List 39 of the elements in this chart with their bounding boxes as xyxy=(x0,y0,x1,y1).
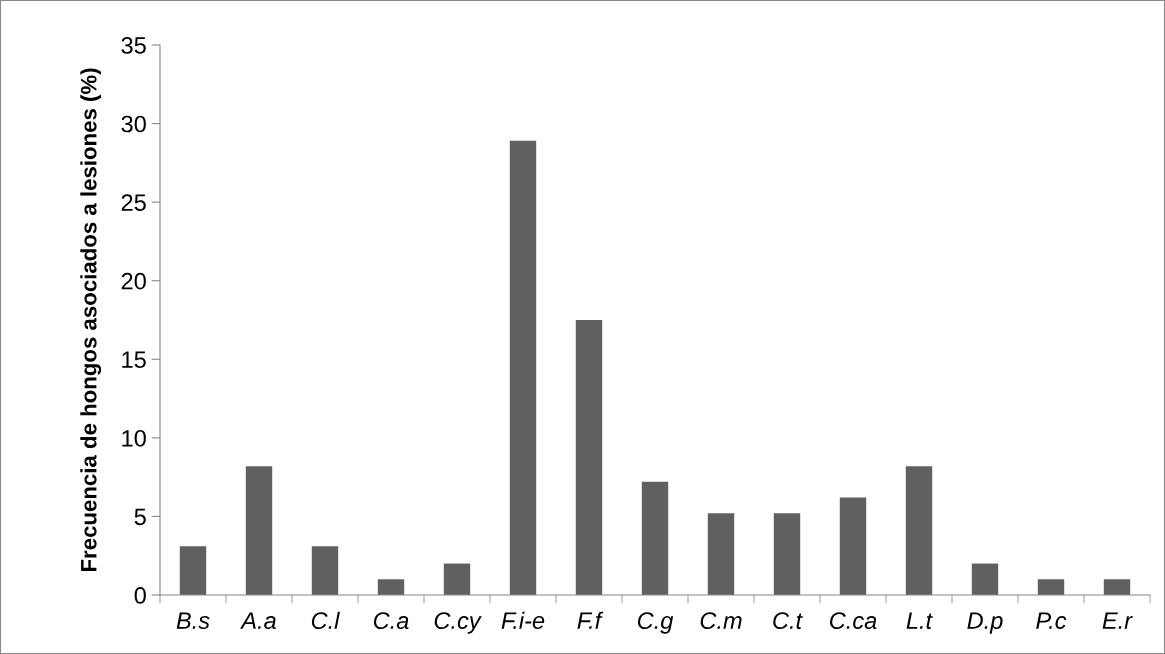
bar xyxy=(575,320,603,595)
bar xyxy=(839,497,867,595)
bar xyxy=(179,546,207,595)
bar xyxy=(641,481,669,595)
x-tick-label: C.g xyxy=(637,612,674,634)
bar xyxy=(905,466,933,595)
bar xyxy=(1103,579,1131,595)
y-tick-label: 0 xyxy=(134,587,146,604)
x-tick-label: B.s xyxy=(176,612,210,630)
bar xyxy=(377,579,405,595)
x-tick-label: C.a xyxy=(373,612,409,630)
x-tick-label: F.i-e xyxy=(501,611,545,630)
x-tick-label: C.cy xyxy=(434,612,482,634)
bar xyxy=(707,513,735,595)
y-tick-label: 5 xyxy=(134,508,146,526)
y-tick-label: 20 xyxy=(121,272,146,290)
x-tick-label: E.r xyxy=(1102,612,1133,629)
x-tick-label: C.m xyxy=(700,612,742,630)
bar xyxy=(509,140,537,595)
x-tick-label: P.c xyxy=(1036,612,1067,630)
x-tick-label: D.p xyxy=(967,612,1003,634)
bar xyxy=(773,513,801,595)
bar xyxy=(311,546,339,595)
y-tick-label: 30 xyxy=(121,115,146,133)
y-tick-label: 35 xyxy=(121,37,146,54)
x-tick-label: F.f xyxy=(577,611,604,629)
x-tick-label: A.a xyxy=(240,612,276,630)
bar xyxy=(971,563,999,595)
x-tick-label: C.l xyxy=(311,611,340,630)
y-tick-label: 25 xyxy=(121,194,146,211)
y-tick-label: 10 xyxy=(122,429,146,447)
y-tick-label: 15 xyxy=(122,351,146,369)
bar xyxy=(245,466,273,595)
x-tick-label: C.ca xyxy=(830,612,877,630)
bar xyxy=(1037,579,1065,595)
x-tick-label: C.t xyxy=(773,612,803,630)
y-axis-title: Frecuencia de hongos asociados a lesiones (%) xyxy=(80,68,102,572)
x-tick-label: L.t xyxy=(906,612,933,630)
bar xyxy=(443,563,471,595)
